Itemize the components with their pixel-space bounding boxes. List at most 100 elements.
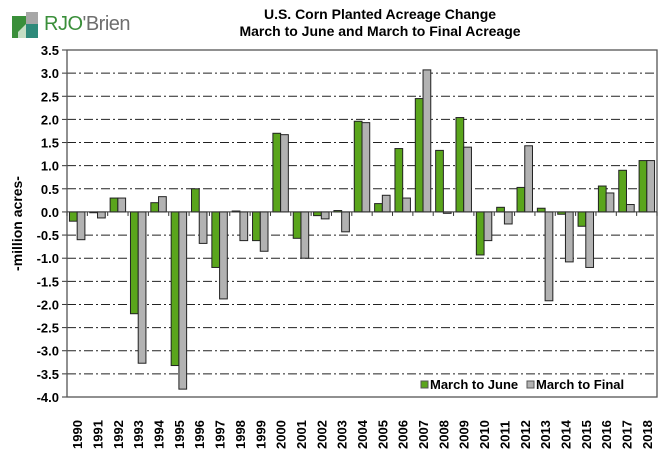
legend-label: March to Final bbox=[536, 377, 624, 392]
bar-march-to-june bbox=[252, 211, 261, 242]
bar-march-to-june bbox=[597, 185, 607, 213]
bar-march-to-final bbox=[463, 146, 472, 213]
bar-march-to-june bbox=[455, 117, 465, 213]
x-tick-label: 2014 bbox=[558, 419, 573, 449]
bar-march-to-final bbox=[178, 211, 188, 390]
y-tick-label: 1.5 bbox=[41, 136, 59, 151]
legend-swatch bbox=[420, 380, 429, 389]
x-tick-label: 2010 bbox=[477, 420, 492, 449]
bar-march-to-final bbox=[381, 194, 391, 213]
y-tick-label: 3.5 bbox=[41, 43, 59, 58]
bar-march-to-final bbox=[239, 211, 249, 242]
bar-march-to-final bbox=[483, 211, 493, 242]
y-tick-label: 2.0 bbox=[41, 112, 59, 127]
bar-march-to-final bbox=[544, 211, 554, 302]
y-tick-label: -2.0 bbox=[37, 297, 59, 312]
x-tick-label: 2002 bbox=[314, 420, 329, 449]
chart-subtitle: March to June and March to Final Acreage bbox=[239, 23, 521, 39]
bar-march-to-final bbox=[646, 160, 656, 213]
y-tick-label: 0.5 bbox=[41, 182, 59, 197]
plot-frame bbox=[66, 49, 658, 398]
x-tick-label: 2007 bbox=[416, 420, 431, 449]
x-tick-label: 2000 bbox=[274, 420, 289, 449]
bar-march-to-final bbox=[605, 192, 615, 213]
bar-march-to-june bbox=[618, 169, 627, 213]
bar-march-to-june bbox=[313, 211, 322, 217]
x-tick-label: 2015 bbox=[579, 420, 594, 449]
bar-march-to-final bbox=[97, 211, 106, 219]
x-tick-label: 1995 bbox=[172, 420, 187, 449]
y-tick-label: 3.0 bbox=[41, 66, 59, 81]
y-tick-label: 1.0 bbox=[41, 159, 59, 174]
x-tick-label: 2005 bbox=[375, 420, 390, 449]
bar-march-to-june bbox=[292, 211, 302, 239]
x-tick-label: 2001 bbox=[294, 420, 309, 449]
bar-march-to-final bbox=[137, 211, 147, 364]
bar-march-to-june bbox=[191, 188, 200, 213]
bar-march-to-june bbox=[374, 203, 383, 213]
x-tick-label: 1997 bbox=[213, 420, 228, 449]
rjobrien-logo: RJO'Brien bbox=[8, 8, 138, 38]
y-tick-label: -0.5 bbox=[37, 228, 59, 243]
bar-march-to-final bbox=[585, 211, 595, 268]
bar-march-to-final bbox=[625, 204, 635, 213]
y-tick-label: 2.5 bbox=[41, 89, 59, 104]
bar-march-to-june bbox=[353, 120, 363, 213]
bar-march-to-june bbox=[516, 186, 526, 213]
x-tick-label: 1992 bbox=[111, 420, 126, 449]
x-tick-label: 2003 bbox=[335, 420, 350, 449]
y-tick-label: -1.0 bbox=[37, 251, 59, 266]
x-tick-label: 2006 bbox=[396, 420, 411, 449]
bar-march-to-final bbox=[300, 211, 310, 259]
bar-march-to-final bbox=[117, 197, 127, 213]
x-tick-label: 1996 bbox=[192, 420, 207, 449]
x-tick-label: 1994 bbox=[152, 419, 167, 449]
x-tick-label: 1998 bbox=[233, 420, 248, 449]
bar-march-to-final bbox=[361, 122, 371, 213]
bar-march-to-final bbox=[198, 211, 208, 244]
bar-march-to-final bbox=[259, 211, 269, 252]
x-tick-label: 2008 bbox=[436, 420, 451, 449]
bar-march-to-june bbox=[150, 202, 160, 213]
x-tick-label: 2012 bbox=[518, 420, 533, 449]
bar-march-to-final bbox=[422, 69, 432, 213]
bar-march-to-june bbox=[272, 132, 282, 213]
bar-march-to-june bbox=[414, 98, 424, 213]
y-axis-label: -million acres- bbox=[9, 176, 25, 271]
bar-march-to-final bbox=[219, 211, 228, 300]
bar-march-to-june bbox=[68, 211, 78, 222]
x-tick-label: 1991 bbox=[91, 420, 106, 449]
x-tick-label: 2004 bbox=[355, 419, 370, 449]
bar-march-to-june bbox=[170, 211, 180, 367]
bar-march-to-june bbox=[211, 211, 221, 268]
y-tick-label: -3.0 bbox=[37, 344, 59, 359]
bar-march-to-june bbox=[496, 206, 505, 213]
bar-march-to-june bbox=[475, 211, 485, 256]
y-tick-label: -3.5 bbox=[37, 367, 59, 382]
bar-march-to-final bbox=[76, 211, 86, 241]
legend-label: March to June bbox=[430, 377, 518, 392]
y-tick-label: -4.0 bbox=[37, 390, 59, 405]
x-tick-label: 2011 bbox=[497, 421, 512, 449]
bar-march-to-june bbox=[638, 160, 648, 213]
bar-march-to-final bbox=[280, 134, 289, 213]
x-tick-label: 1990 bbox=[70, 420, 85, 449]
bar-march-to-final bbox=[524, 145, 533, 213]
x-tick-label: 2018 bbox=[640, 420, 655, 449]
bar-march-to-final bbox=[158, 196, 167, 213]
chart-title-block: U.S. Corn Planted Acreage Change March t… bbox=[200, 6, 560, 40]
bar-march-to-june bbox=[129, 211, 139, 315]
x-tick-label: 2017 bbox=[619, 420, 634, 449]
legend-swatch bbox=[526, 380, 535, 389]
chart-title: U.S. Corn Planted Acreage Change bbox=[263, 6, 497, 22]
y-tick-label: -2.5 bbox=[37, 321, 59, 336]
bar-march-to-june bbox=[536, 207, 546, 213]
bar-march-to-final bbox=[503, 211, 513, 225]
logo-text: RJO'Brien bbox=[44, 13, 131, 35]
x-tick-label: 2013 bbox=[538, 420, 553, 449]
bar-march-to-final bbox=[320, 211, 330, 220]
logo-mark-icon bbox=[12, 12, 38, 38]
bar-march-to-final bbox=[341, 211, 350, 233]
x-tick-label: 2016 bbox=[599, 420, 614, 449]
